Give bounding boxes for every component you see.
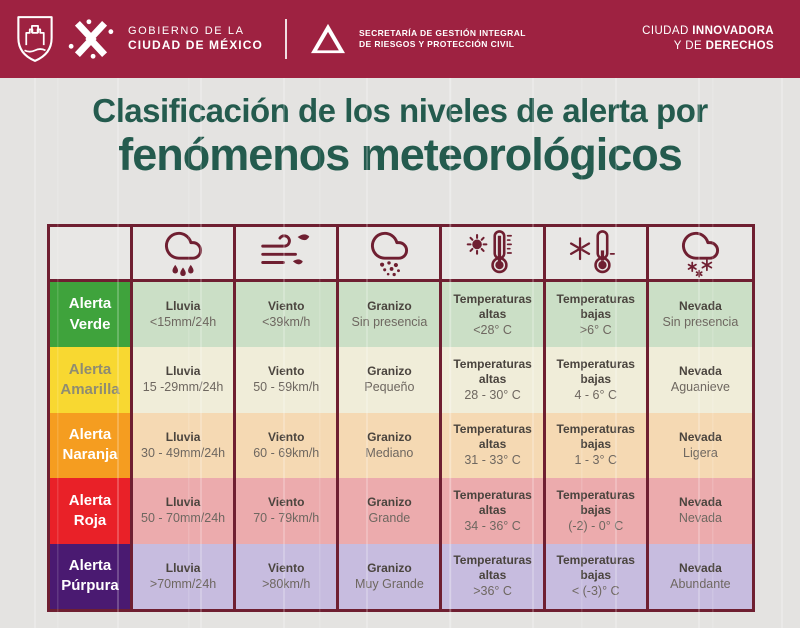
proteccion-civil-triangle-icon <box>310 23 345 54</box>
slogan-l2-bold: DERECHOS <box>705 40 774 52</box>
cell-amarilla-lluvia: Lluvia 15 -29mm/24h <box>133 347 237 413</box>
cell-roja-temp-bajas: Temperaturas bajas (-2) - 0° C <box>545 478 649 544</box>
cell-amarilla-viento: Viento 50 - 59km/h <box>236 347 340 413</box>
secretaria-line2: DE RIESGOS Y PROTECCIÓN CIVIL <box>358 39 515 49</box>
page-title-line2: fenómenos meteorológicos <box>118 128 683 180</box>
slogan-line2: Y DE DERECHOS <box>642 39 774 54</box>
header-logo-group: GOBIERNO DE LA CIUDAD DE MÉXICO SECRETAR… <box>14 13 526 65</box>
cell-purpura-nevada: Nevada Abundante <box>648 543 752 609</box>
header-bar: GOBIERNO DE LA CIUDAD DE MÉXICO SECRETAR… <box>0 0 800 78</box>
cell-roja-granizo: Granizo Grande <box>339 478 443 544</box>
rain-icon <box>165 231 203 277</box>
cell-verde-lluvia: Lluvia <15mm/24h <box>133 282 237 348</box>
column-header-temperaturas-bajas <box>545 227 649 282</box>
cell-naranja-nevada: Nevada Ligera <box>648 412 752 479</box>
cell-roja-nevada: Nevada Nevada <box>648 478 752 544</box>
row-label-purpura: Alerta Púrpura <box>50 543 133 609</box>
gobierno-wordmark: GOBIERNO DE LA CIUDAD DE MÉXICO <box>128 25 263 54</box>
cell-amarilla-temp-altas: Temperaturas altas 28 - 30° C <box>442 347 546 413</box>
snow-icon <box>682 231 720 278</box>
cell-purpura-viento: Viento >80km/h <box>236 543 340 609</box>
cell-naranja-temp-altas: Temperaturas altas 31 - 33° C <box>442 412 546 479</box>
secretaria-line1: SECRETARÍA DE GESTIÓN INTEGRAL <box>358 27 526 38</box>
row-label-naranja: Alerta Naranja <box>50 412 133 479</box>
cell-purpura-temp-altas: Temperaturas altas >36° C <box>442 543 546 609</box>
row-label-verde: Alerta Verde <box>50 282 133 348</box>
cell-naranja-temp-bajas: Temperaturas bajas 1 - 3° C <box>545 412 649 479</box>
row-label-roja: Alerta Roja <box>50 478 133 544</box>
cell-verde-temp-altas: Temperaturas altas <28° C <box>442 282 546 348</box>
column-header-viento <box>236 227 340 282</box>
cell-amarilla-temp-bajas: Temperaturas bajas 4 - 6° C <box>545 347 649 413</box>
header-slogan: CIUDAD INNOVADORA Y DE DERECHOS <box>642 24 774 54</box>
cell-amarilla-granizo: Granizo Pequeño <box>339 347 443 413</box>
cell-verde-nevada: Nevada Sin presencia <box>648 282 752 348</box>
cell-verde-temp-bajas: Temperaturas bajas >6° C <box>545 282 649 348</box>
cell-roja-viento: Viento 70 - 79km/h <box>236 478 340 544</box>
slogan-l2-normal: Y DE <box>673 40 706 52</box>
row-label-amarilla: Alerta Amarilla <box>50 347 133 413</box>
cell-roja-temp-altas: Temperaturas altas 34 - 36° C <box>442 478 546 544</box>
slogan-line1: CIUDAD INNOVADORA <box>642 24 774 39</box>
cell-verde-viento: Viento <39km/h <box>236 282 340 348</box>
cell-amarilla-nevada: Nevada Aguanieve <box>648 347 752 413</box>
alert-table: Alerta Verde Lluvia <15mm/24h Viento <39km… <box>47 224 755 612</box>
page-title-line1: Clasificación de los niveles de alerta p… <box>92 92 708 129</box>
gobierno-line1: GOBIERNO DE LA <box>128 24 245 37</box>
hail-icon <box>371 231 409 277</box>
cell-verde-granizo: Granizo Sin presencia <box>339 282 443 348</box>
table-corner-cell <box>50 227 133 282</box>
cell-naranja-viento: Viento 60 - 69km/h <box>236 412 340 479</box>
cdmx-coat-of-arms-icon <box>17 16 53 62</box>
page-title: Clasificación de los niveles de alerta p… <box>0 92 800 179</box>
slogan-l1-bold: INNOVADORA <box>692 25 774 38</box>
wind-icon <box>261 234 310 265</box>
column-header-granizo <box>339 227 443 282</box>
column-header-nevada <box>648 227 752 282</box>
column-header-temperaturas-altas <box>442 227 546 282</box>
cell-purpura-temp-bajas: Temperaturas bajas < (-3)° C <box>545 543 649 609</box>
gobierno-line2: CIUDAD DE MÉXICO <box>128 38 263 53</box>
column-header-lluvia <box>133 227 237 282</box>
cell-purpura-lluvia: Lluvia >70mm/24h <box>133 543 237 609</box>
temp-low-icon <box>569 230 615 274</box>
cell-naranja-lluvia: Lluvia 30 - 49mm/24h <box>133 412 237 479</box>
slogan-l1-normal: CIUDAD <box>642 25 693 38</box>
cell-purpura-granizo: Granizo Muy Grande <box>339 543 443 609</box>
secretaria-wordmark: SECRETARÍA DE GESTIÓN INTEGRAL DE RIESGO… <box>359 28 526 51</box>
cdmx-logo <box>68 19 114 59</box>
cell-roja-lluvia: Lluvia 50 - 70mm/24h <box>133 478 237 544</box>
temp-high-icon <box>466 230 512 274</box>
cell-naranja-granizo: Granizo Mediano <box>339 412 443 479</box>
header-divider <box>284 19 287 59</box>
